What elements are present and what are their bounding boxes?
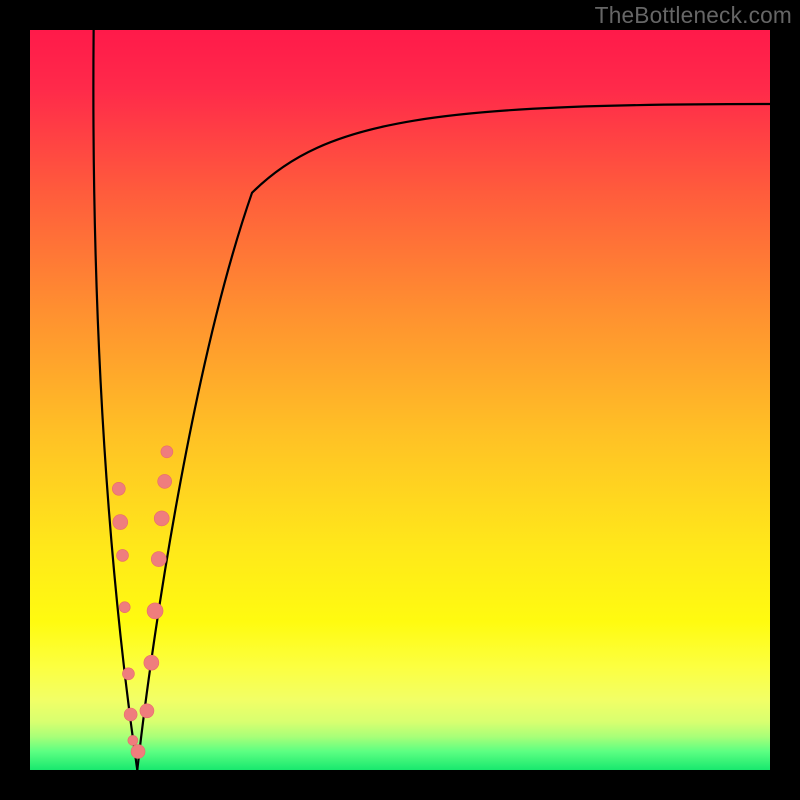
chart-background-gradient [30, 30, 770, 770]
watermark-text: TheBottleneck.com [595, 2, 792, 29]
chart-stage: TheBottleneck.com [0, 0, 800, 800]
bottleneck-chart [0, 0, 800, 800]
